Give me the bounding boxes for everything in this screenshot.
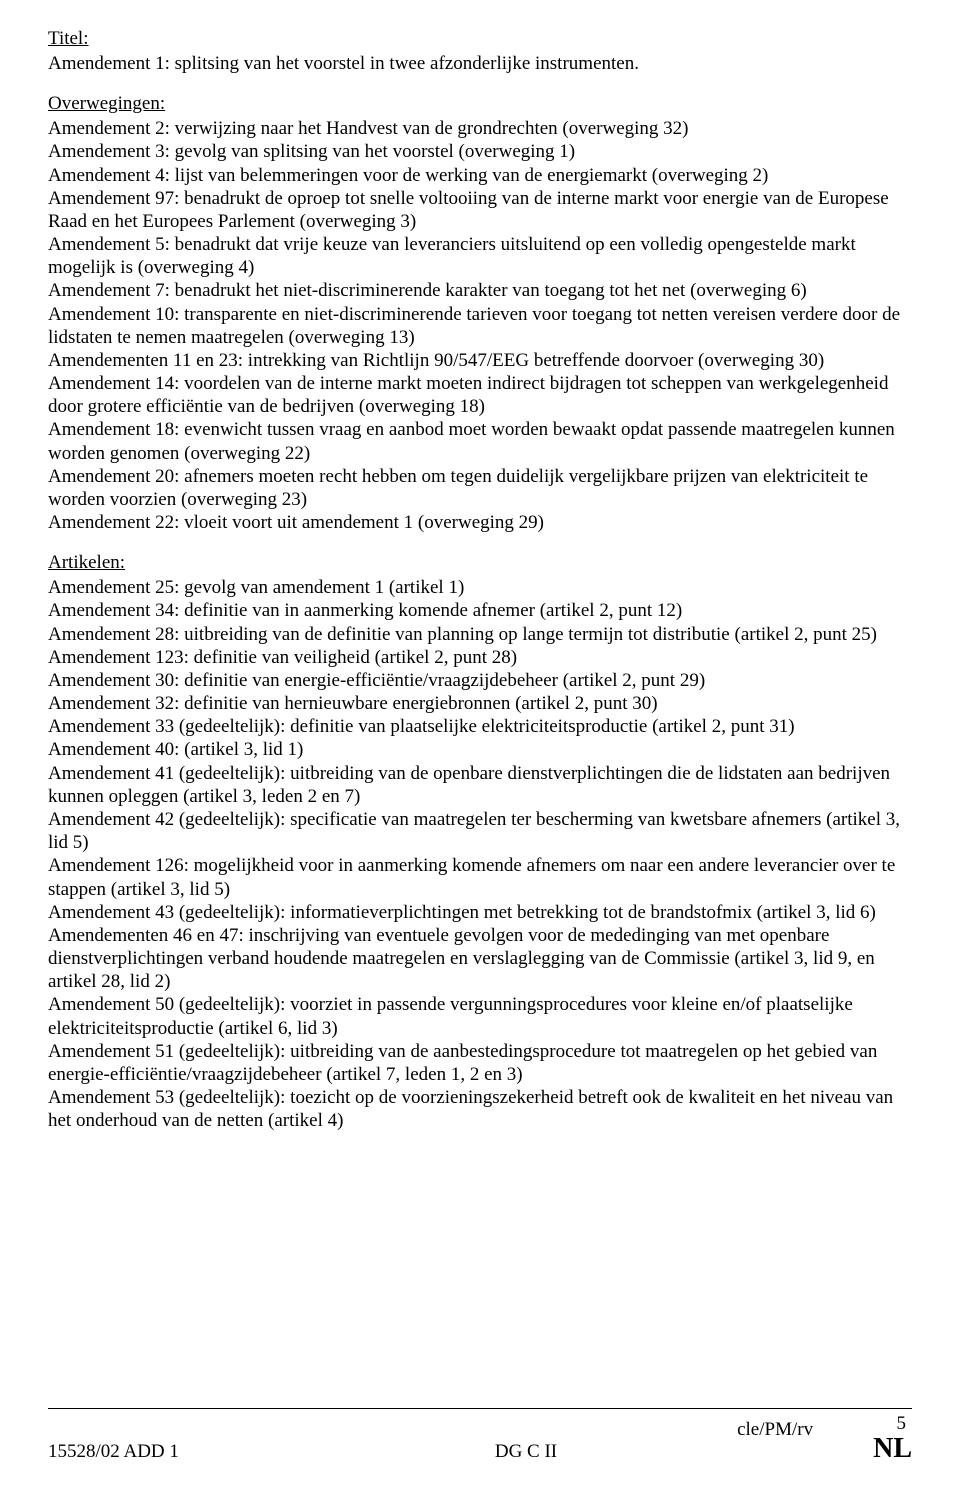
artikelen-line: Amendement 51 (gedeeltelijk): uitbreidin… [48,1040,912,1086]
overwegingen-line: Amendement 10: transparente en niet-disc… [48,303,912,349]
section-heading-overwegingen: Overwegingen: [48,93,912,115]
footer-ref: cle/PM/rv [737,1419,813,1440]
overwegingen-line: Amendement 4: lijst van belemmeringen vo… [48,164,912,187]
document-page: Titel: Amendement 1: splitsing van het v… [0,0,960,1489]
artikelen-line: Amendement 32: definitie van hernieuwbar… [48,692,912,715]
footer-divider [48,1408,912,1409]
artikelen-line: Amendement 28: uitbreiding van de defini… [48,623,912,646]
artikelen-line: Amendement 33 (gedeeltelijk): definitie … [48,715,912,738]
footer-row: 15528/02 ADD 1 cle/PM/rv DG C II 5 NL [48,1413,912,1463]
overwegingen-line: Amendement 5: benadrukt dat vrije keuze … [48,233,912,279]
artikelen-line: Amendement 41 (gedeeltelijk): uitbreidin… [48,762,912,808]
overwegingen-line: Amendement 20: afnemers moeten recht heb… [48,465,912,511]
overwegingen-line: Amendement 3: gevolg van splitsing van h… [48,140,912,163]
footer-right: 5 NL [873,1413,912,1463]
section-heading-titel: Titel: [48,28,912,50]
artikelen-line: Amendement 43 (gedeeltelijk): informatie… [48,901,912,924]
section-artikelen: Artikelen: Amendement 25: gevolg van ame… [48,552,912,1132]
artikelen-line: Amendement 123: definitie van veiligheid… [48,646,912,669]
overwegingen-line: Amendementen 11 en 23: intrekking van Ri… [48,349,912,372]
section-heading-artikelen: Artikelen: [48,552,912,574]
artikelen-line: Amendementen 46 en 47: inschrijving van … [48,924,912,994]
artikelen-line: Amendement 40: (artikel 3, lid 1) [48,738,912,761]
footer-page-number: 5 [897,1413,907,1435]
overwegingen-line: Amendement 14: voordelen van de interne … [48,372,912,418]
section-overwegingen: Overwegingen: Amendement 2: verwijzing n… [48,93,912,534]
titel-line: Amendement 1: splitsing van het voorstel… [48,52,912,75]
overwegingen-line: Amendement 18: evenwicht tussen vraag en… [48,418,912,464]
overwegingen-line: Amendement 97: benadrukt de oproep tot s… [48,187,912,233]
footer-lang: NL [873,1433,912,1464]
footer-doc-number: 15528/02 ADD 1 [48,1441,179,1463]
artikelen-line: Amendement 25: gevolg van amendement 1 (… [48,576,912,599]
footer-dg: DG C II [179,1441,873,1463]
overwegingen-line: Amendement 2: verwijzing naar het Handve… [48,117,912,140]
artikelen-line: Amendement 53 (gedeeltelijk): toezicht o… [48,1086,912,1132]
artikelen-line: Amendement 34: definitie van in aanmerki… [48,599,912,622]
overwegingen-line: Amendement 22: vloeit voort uit amendeme… [48,511,912,534]
overwegingen-line: Amendement 7: benadrukt het niet-discrim… [48,279,912,302]
footer-center: cle/PM/rv DG C II [179,1419,873,1463]
page-footer: 15528/02 ADD 1 cle/PM/rv DG C II 5 NL [48,1408,912,1463]
artikelen-line: Amendement 42 (gedeeltelijk): specificat… [48,808,912,854]
artikelen-line: Amendement 126: mogelijkheid voor in aan… [48,854,912,900]
artikelen-line: Amendement 50 (gedeeltelijk): voorziet i… [48,993,912,1039]
artikelen-line: Amendement 30: definitie van energie-eff… [48,669,912,692]
section-titel: Titel: Amendement 1: splitsing van het v… [48,28,912,75]
